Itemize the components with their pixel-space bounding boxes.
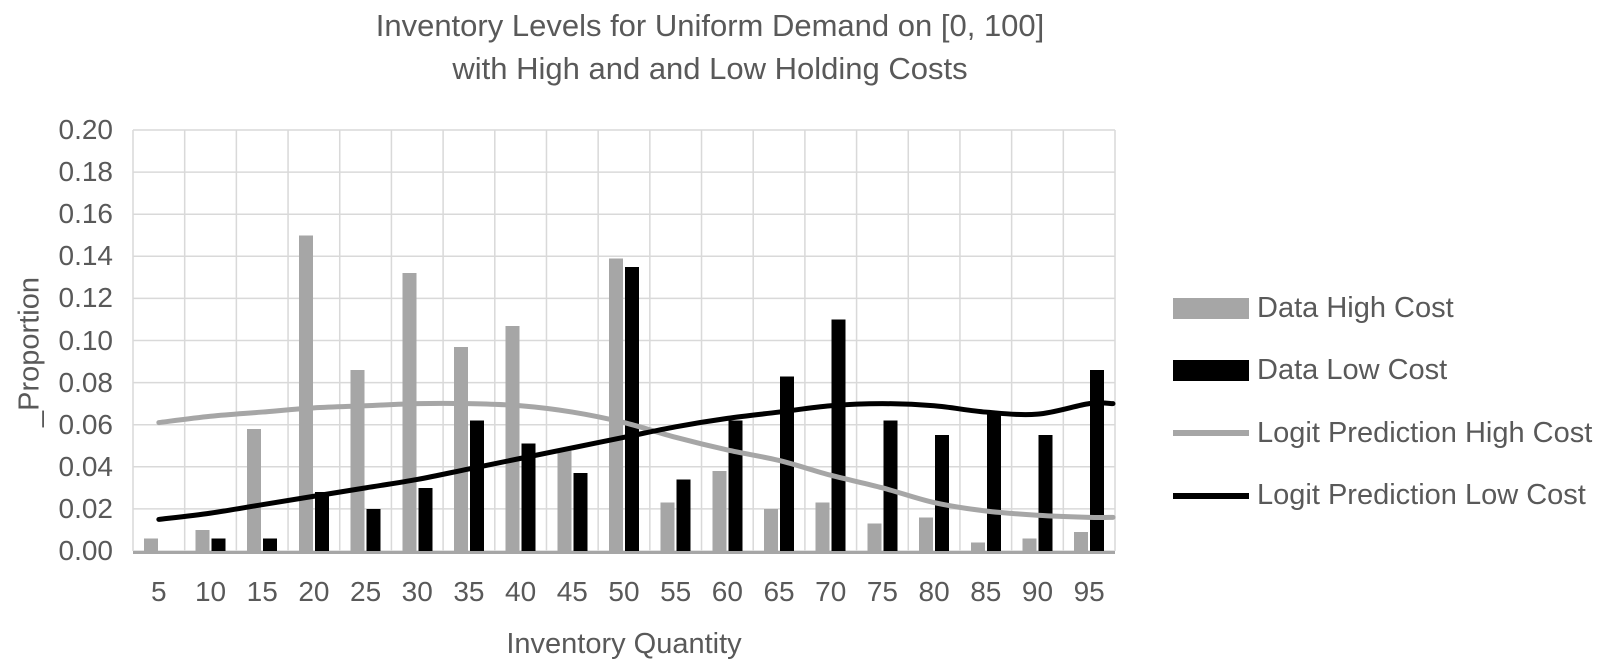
bar-data-low-cost [1090,369,1105,551]
y-tick-label: 0.00 [58,535,114,566]
bar-data-high-cost [1074,532,1089,551]
x-axis-title: Inventory Quantity [506,628,742,660]
x-tick-label: 35 [453,576,485,607]
legend-bar-swatch [1173,360,1249,381]
x-tick-label: 15 [246,576,278,607]
bar-data-low-cost [935,435,950,551]
y-tick-label: 0.10 [58,324,114,356]
bar-data-high-cost [712,471,727,551]
x-tick-label: 5 [151,576,167,607]
bar-data-low-cost [314,492,329,551]
bar-data-low-cost [366,508,381,551]
legend-item: Logit Prediction Low Cost [1173,476,1586,516]
x-tick-label: 20 [298,576,330,607]
x-tick-label: 60 [711,576,743,607]
bar-data-high-cost [298,235,313,551]
legend-line-swatch [1173,430,1249,436]
bar-data-low-cost [986,414,1001,551]
legend-label: Logit Prediction Low Cost [1257,479,1586,511]
bar-data-low-cost [418,487,433,551]
legend-label: Logit Prediction High Cost [1257,416,1593,449]
line-logit-prediction-low-cost [156,400,1116,522]
legend-line-swatch [1173,492,1249,499]
legend-item: Data Low Cost [1173,351,1447,391]
y-tick-label: 0.12 [58,282,114,314]
bar-data-low-cost [883,420,898,551]
bar-data-high-cost [815,502,830,551]
x-tick-label: 45 [556,576,588,607]
x-tick-label: 25 [350,576,382,607]
bar-data-low-cost [831,319,846,551]
bar-data-high-cost [453,346,468,551]
legend-label: Data Low Cost [1257,354,1448,386]
y-tick-label: 0.18 [58,156,114,188]
chart-title-line2: with High and and Low Holding Costs [452,51,968,86]
y-tick-label: 0.04 [58,450,114,482]
bar-data-high-cost [1022,538,1037,551]
bar-data-high-cost [247,428,262,551]
x-tick-label: 95 [1073,576,1105,607]
bar-data-high-cost [660,502,675,551]
x-tick-label: 90 [1021,576,1054,607]
bar-data-low-cost [469,420,484,551]
bar-data-high-cost [970,542,985,551]
bar-data-low-cost [573,473,588,551]
bar-data-high-cost [609,258,623,551]
x-tick-label: 85 [970,576,1002,607]
bar-data-high-cost [350,369,365,551]
legend-item: Logit Prediction High Cost [1173,413,1592,453]
legend-item: Data High Cost [1173,288,1454,328]
chart-title-line1: Inventory Levels for Uniform Demand on [… [375,8,1045,43]
bar-data-low-cost [1038,435,1053,551]
chart-title: Inventory Levels for Uniform Demand on [… [230,4,1190,90]
bar-data-low-cost [211,538,226,551]
bar-data-low-cost [625,266,639,551]
x-tick-label: 55 [660,576,692,607]
x-tick-label: 70 [815,576,847,607]
x-tick-label: 10 [194,576,227,607]
x-tick-label: 40 [505,576,537,607]
bar-data-high-cost [919,517,934,551]
bar-data-low-cost [676,479,691,551]
y-tick-label: 0.16 [58,198,114,230]
bar-data-high-cost [143,538,158,551]
bar-data-low-cost [521,443,536,551]
bar-data-high-cost [505,325,520,551]
y-tick-label: 0.20 [58,114,114,145]
legend-label: Data High Cost [1257,291,1454,324]
y-tick-label: 0.08 [58,366,114,398]
x-tick-label: 65 [763,576,795,607]
bar-data-high-cost [195,529,210,551]
bar-data-high-cost [867,523,882,551]
bar-data-high-cost [557,449,572,551]
x-tick-label: 30 [401,576,433,607]
x-tick-label: 80 [918,576,950,607]
y-tick-label: 0.02 [58,492,114,524]
legend-bar-swatch [1173,297,1249,319]
y-tick-label: 0.14 [58,240,114,272]
bar-data-low-cost [263,538,278,551]
bar-data-high-cost [764,508,779,551]
x-tick-label: 75 [866,576,898,607]
bar-data-high-cost [402,273,417,551]
bar-data-low-cost [728,420,743,551]
x-tick-label: 50 [608,576,640,607]
y-tick-label: 0.06 [58,408,114,440]
